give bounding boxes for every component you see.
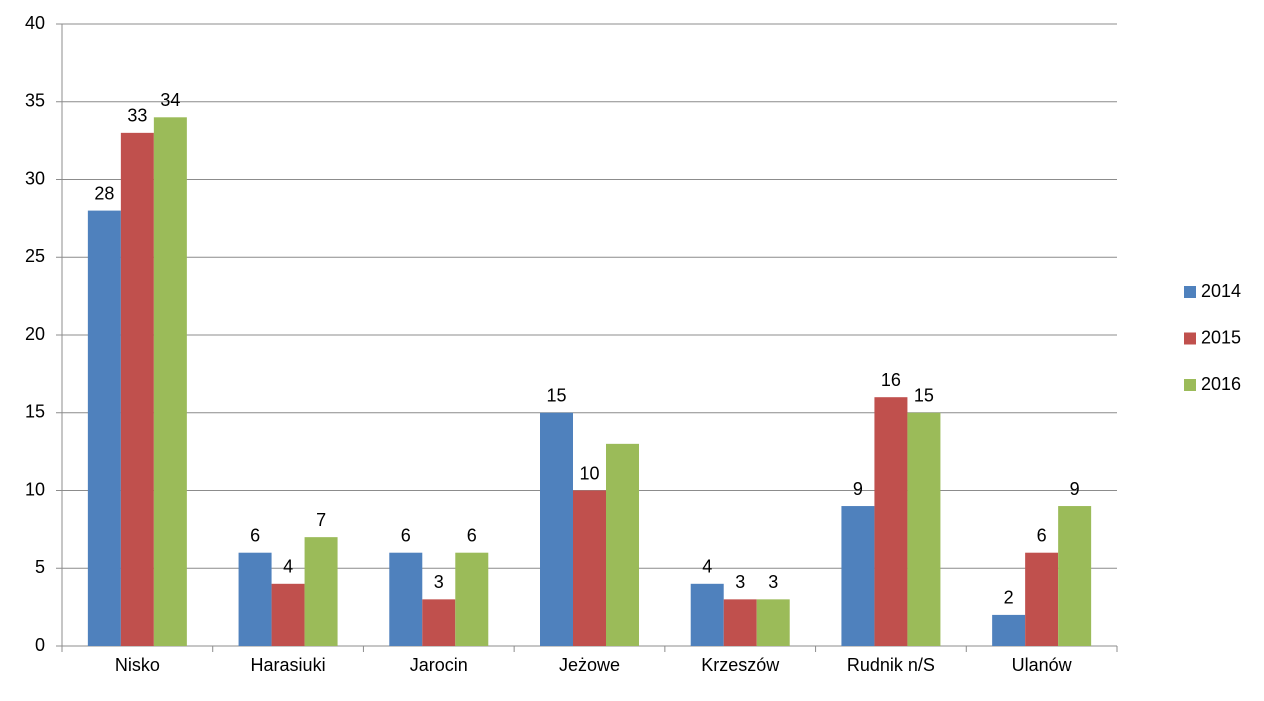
bar: [422, 599, 456, 646]
y-tick-label: 15: [25, 402, 45, 422]
legend-swatch: [1184, 332, 1196, 345]
data-label: 4: [702, 557, 712, 577]
bar: [87, 210, 121, 646]
data-label: 3: [735, 572, 745, 592]
y-tick-label: 40: [25, 13, 45, 33]
y-tick-label: 25: [25, 246, 45, 266]
x-tick-label: Rudnik n/S: [847, 655, 935, 675]
x-tick-label: Krzeszów: [701, 655, 780, 675]
y-tick-label: 0: [35, 635, 45, 655]
bar: [304, 537, 338, 646]
data-label: 16: [881, 370, 901, 390]
legend-label: 2016: [1201, 374, 1241, 394]
data-label: 28: [94, 183, 114, 203]
y-tick-label: 20: [25, 324, 45, 344]
y-tick-label: 30: [25, 168, 45, 188]
y-tick-label: 5: [35, 557, 45, 577]
data-label: 6: [467, 525, 477, 545]
bar: [153, 117, 187, 647]
data-label: 15: [546, 386, 566, 406]
bar: [874, 397, 908, 646]
legend-label: 2015: [1201, 327, 1241, 347]
bar: [1058, 506, 1092, 646]
data-label: 34: [160, 90, 180, 110]
data-label: 7: [316, 510, 326, 530]
y-tick-label: 10: [25, 479, 45, 499]
bar: [238, 552, 272, 646]
data-label: 9: [1070, 479, 1080, 499]
bar: [756, 599, 790, 646]
data-label: 3: [768, 572, 778, 592]
bar: [540, 412, 573, 646]
data-label: 6: [250, 525, 260, 545]
bar: [907, 412, 941, 646]
bar: [690, 583, 724, 646]
data-label: 10: [579, 463, 599, 483]
data-label: 4: [283, 557, 293, 577]
data-label: 6: [401, 525, 411, 545]
bar: [120, 132, 154, 647]
bar: [723, 599, 757, 646]
bar: [606, 443, 639, 646]
data-label: 3: [434, 572, 444, 592]
bar: [389, 552, 423, 646]
bar: [271, 583, 305, 646]
x-tick-label: Nisko: [115, 655, 160, 675]
bar: [1025, 552, 1059, 646]
data-label: 2: [1004, 588, 1014, 608]
legend-swatch: [1184, 286, 1196, 298]
data-label: 15: [914, 386, 934, 406]
bar: [992, 614, 1026, 646]
bar: [455, 552, 489, 646]
data-label: 6: [1037, 525, 1047, 545]
x-tick-label: Jarocin: [410, 655, 468, 675]
data-label: 33: [127, 106, 147, 126]
x-tick-label: Harasiuki: [251, 655, 326, 675]
y-tick-label: 35: [25, 91, 45, 111]
x-tick-label: Ulanów: [1012, 655, 1073, 675]
bar: [841, 506, 875, 646]
data-label: 9: [853, 479, 863, 499]
legend-label: 2014: [1201, 281, 1241, 301]
x-tick-label: Jeżowe: [559, 655, 620, 675]
legend-swatch: [1184, 379, 1196, 391]
bar: [573, 490, 606, 646]
